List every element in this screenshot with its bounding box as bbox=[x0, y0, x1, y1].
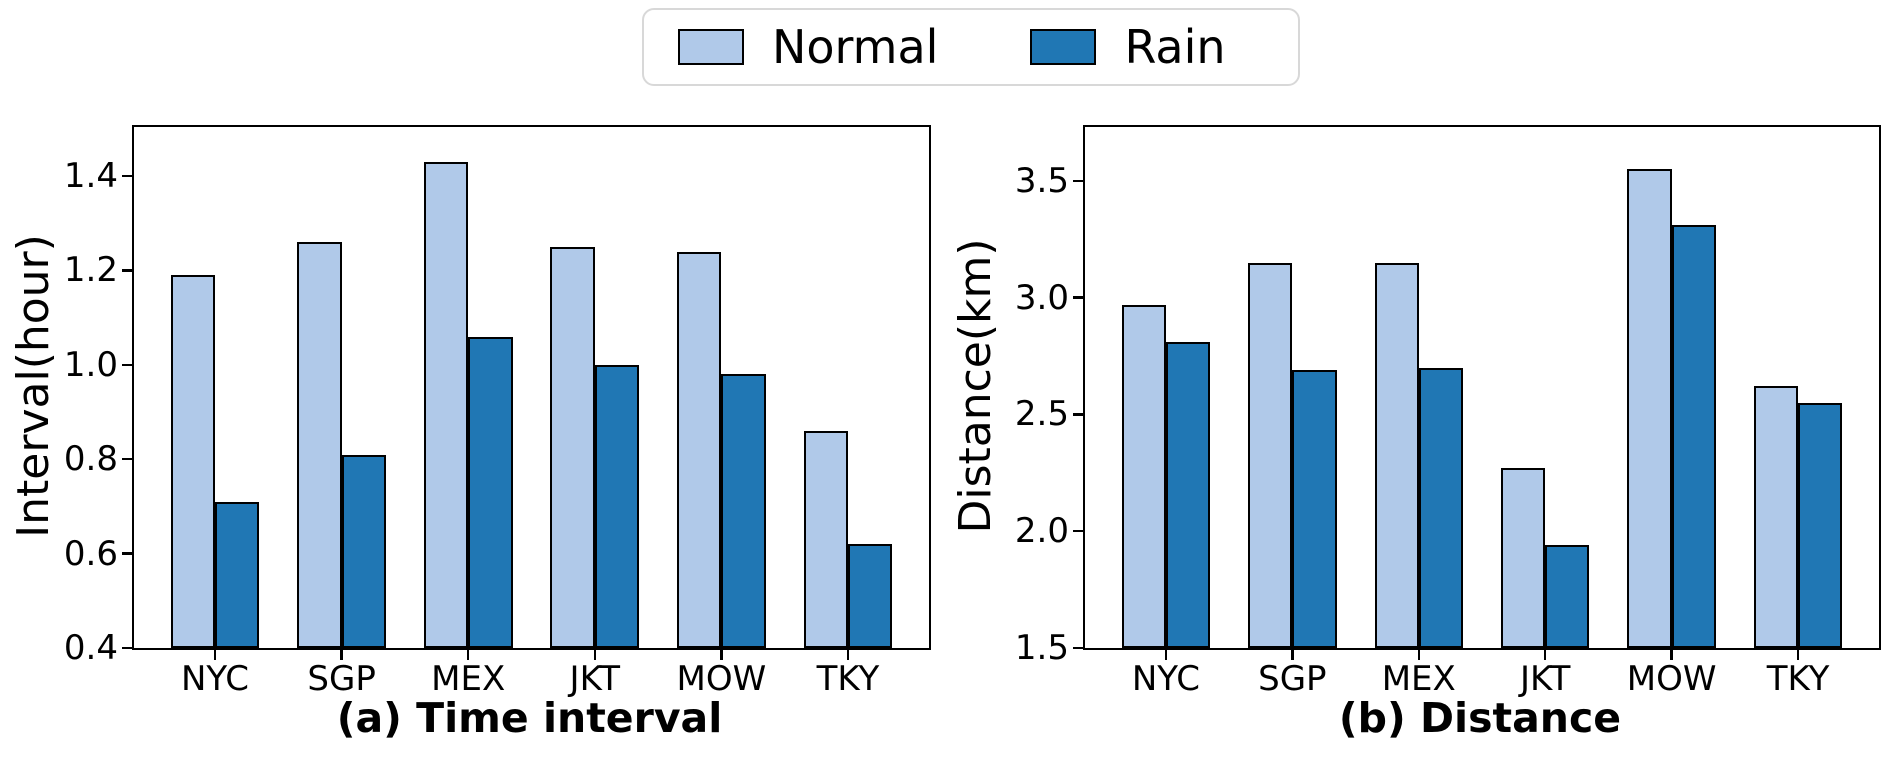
x-tick-mark bbox=[1291, 650, 1294, 660]
legend-swatch-rain bbox=[1030, 29, 1097, 65]
bar-rain-sgp bbox=[341, 454, 386, 648]
x-tick-label-mow: MOW bbox=[1626, 659, 1717, 699]
bar-rain-tky bbox=[1798, 402, 1843, 648]
bar-normal-tky bbox=[803, 430, 848, 648]
x-tick-mark bbox=[846, 650, 850, 660]
bar-normal-mow bbox=[677, 251, 722, 648]
y-tick-mark bbox=[1073, 413, 1083, 416]
x-tick-label-mex: MEX bbox=[431, 659, 506, 699]
x-tick-label-sgp: SGP bbox=[1258, 659, 1327, 699]
bar-normal-nyc bbox=[170, 275, 215, 648]
legend-label-normal: Normal bbox=[772, 20, 939, 74]
x-tick-label-jkt: JKT bbox=[1519, 659, 1571, 699]
bar-rain-jkt bbox=[1545, 545, 1590, 648]
y-tick-mark bbox=[122, 457, 132, 461]
x-tick-mark bbox=[593, 650, 597, 660]
plot-area-distance: 1.5 2.0 2.5 3.0 3.5 NYC SGP MEX JKT MOW TKY bbox=[1015, 125, 1881, 696]
bar-normal-nyc bbox=[1121, 304, 1166, 648]
y-tick-mark bbox=[1073, 179, 1083, 183]
legend: Normal Rain bbox=[642, 8, 1300, 86]
bar-normal-mow bbox=[1627, 169, 1672, 648]
y-tick-label: 2.5 bbox=[1014, 394, 1069, 435]
bar-rain-nyc bbox=[1165, 342, 1211, 648]
y-tick-label: 0.6 bbox=[63, 533, 118, 574]
bar-normal-mex bbox=[423, 161, 469, 648]
y-tick-label: 1.5 bbox=[1014, 628, 1069, 668]
caption-time-interval: (a) Time interval bbox=[336, 694, 723, 742]
x-tick-mark bbox=[213, 650, 217, 660]
y-tick-label: 0.4 bbox=[63, 628, 118, 668]
bar-normal-sgp bbox=[1248, 262, 1293, 648]
y-tick-mark bbox=[1073, 529, 1083, 533]
y-tick-mark bbox=[122, 269, 132, 272]
bar-normal-jkt bbox=[550, 246, 595, 648]
bar-rain-nyc bbox=[215, 501, 260, 648]
x-tick-label-nyc: NYC bbox=[180, 659, 250, 699]
y-tick-label: 3.5 bbox=[1014, 160, 1069, 201]
x-tick-mark bbox=[340, 650, 343, 660]
bar-normal-jkt bbox=[1500, 468, 1546, 648]
bar-normal-tky bbox=[1753, 386, 1799, 648]
bar-rain-tky bbox=[847, 544, 893, 648]
bar-normal-sgp bbox=[297, 242, 342, 648]
x-tick-label-nyc: NYC bbox=[1131, 659, 1200, 699]
x-tick-label-tky: TKY bbox=[816, 659, 880, 699]
y-tick-mark bbox=[122, 174, 132, 178]
legend-swatch-normal bbox=[678, 29, 744, 65]
x-tick-mark bbox=[466, 650, 470, 660]
bar-rain-mow bbox=[1671, 225, 1716, 648]
y-tick-label: 0.8 bbox=[63, 439, 118, 480]
x-tick-label-mex: MEX bbox=[1381, 659, 1456, 699]
y-tick-label: 1.0 bbox=[63, 344, 118, 385]
bar-rain-mex bbox=[468, 336, 513, 648]
bar-rain-jkt bbox=[594, 364, 640, 648]
x-tick-mark bbox=[1543, 650, 1547, 660]
x-tick-mark bbox=[720, 650, 723, 660]
bar-rain-mow bbox=[721, 374, 766, 648]
y-tick-mark bbox=[1073, 296, 1083, 299]
x-tick-mark bbox=[1670, 650, 1673, 660]
y-tick-mark bbox=[122, 363, 132, 367]
bar-normal-mex bbox=[1374, 262, 1419, 648]
x-tick-label-mow: MOW bbox=[676, 659, 767, 699]
plot-area-time-interval: 0.4 0.6 0.8 1.0 1.2 1.4 NYC SGP MEX JKT MOW TKY bbox=[64, 125, 931, 696]
x-tick-mark bbox=[1796, 650, 1800, 660]
bar-rain-mex bbox=[1418, 367, 1464, 648]
caption-distance: (b) Distance bbox=[1338, 694, 1622, 742]
x-tick-mark bbox=[1417, 650, 1421, 660]
x-tick-mark bbox=[1164, 650, 1168, 660]
legend-label-rain: Rain bbox=[1124, 20, 1226, 74]
x-tick-label-jkt: JKT bbox=[569, 659, 621, 699]
y-tick-label: 1.4 bbox=[63, 156, 118, 197]
bar-rain-sgp bbox=[1292, 370, 1337, 648]
x-tick-label-sgp: SGP bbox=[307, 659, 376, 699]
y-tick-mark bbox=[122, 646, 132, 650]
y-tick-label: 3.0 bbox=[1014, 277, 1069, 318]
y-tick-mark bbox=[122, 552, 132, 555]
y-tick-label: 2.0 bbox=[1014, 511, 1069, 552]
x-tick-label-tky: TKY bbox=[1766, 659, 1830, 699]
y-tick-mark bbox=[1073, 646, 1083, 650]
y-tick-label: 1.2 bbox=[63, 250, 118, 291]
